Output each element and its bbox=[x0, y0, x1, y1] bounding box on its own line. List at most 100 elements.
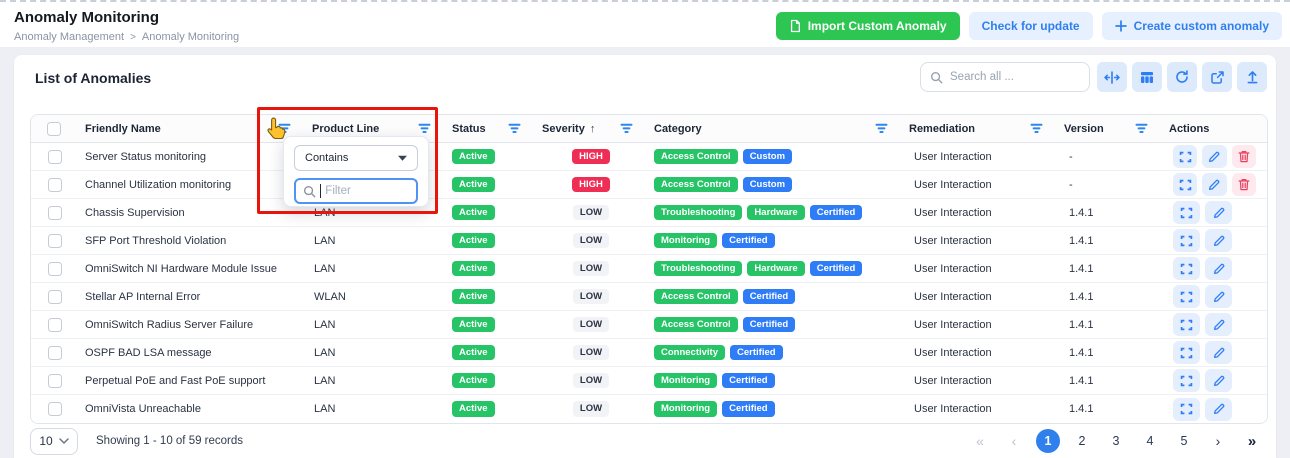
first-page-button[interactable]: « bbox=[976, 433, 984, 449]
page-button-4[interactable]: 4 bbox=[1146, 434, 1154, 448]
row-checkbox[interactable] bbox=[48, 261, 62, 276]
row-checkbox-cell bbox=[31, 227, 77, 254]
filter-icon[interactable] bbox=[1135, 123, 1148, 134]
edit-button[interactable] bbox=[1205, 229, 1232, 252]
severity-badge: LOW bbox=[572, 288, 610, 305]
expand-icon bbox=[1180, 235, 1193, 247]
expand-button[interactable] bbox=[1173, 145, 1198, 168]
page-size-select[interactable]: 10 bbox=[30, 427, 78, 455]
expand-button[interactable] bbox=[1173, 201, 1200, 224]
category-tag: Certified bbox=[722, 401, 775, 417]
table-row: Perpetual PoE and Fast PoE support LAN Act… bbox=[31, 367, 1267, 395]
filter-icon[interactable] bbox=[278, 123, 291, 134]
expand-button[interactable] bbox=[1173, 257, 1200, 280]
product-line-cell: LAN bbox=[314, 346, 336, 359]
actions-cell bbox=[1161, 171, 1267, 198]
expand-button[interactable] bbox=[1173, 229, 1200, 252]
create-custom-anomaly-button[interactable]: Create custom anomaly bbox=[1101, 12, 1282, 40]
expand-button[interactable] bbox=[1173, 397, 1200, 421]
edit-button[interactable] bbox=[1202, 145, 1227, 168]
select-all-checkbox[interactable] bbox=[47, 121, 61, 136]
actions-cell bbox=[1161, 283, 1267, 310]
records-summary: Showing 1 - 10 of 59 records bbox=[96, 435, 244, 447]
edit-button[interactable] bbox=[1205, 201, 1232, 224]
delete-button[interactable] bbox=[1231, 173, 1256, 196]
row-checkbox[interactable] bbox=[48, 205, 62, 220]
column-header-friendly-name: Friendly Name bbox=[77, 115, 304, 142]
category-cell: Troubleshooting Hardware Certified bbox=[646, 255, 901, 282]
expand-button[interactable] bbox=[1173, 369, 1200, 392]
edit-button[interactable] bbox=[1205, 257, 1232, 280]
edit-button[interactable] bbox=[1205, 313, 1232, 336]
page-button-2[interactable]: 2 bbox=[1078, 434, 1086, 448]
delete-button[interactable] bbox=[1231, 145, 1256, 168]
filter-icon[interactable] bbox=[875, 123, 888, 134]
row-checkbox[interactable] bbox=[48, 345, 62, 360]
plus-icon bbox=[1114, 20, 1127, 32]
column-resize-button[interactable] bbox=[1097, 62, 1127, 92]
expand-icon bbox=[1180, 207, 1193, 219]
filter-value-field[interactable]: Filter bbox=[294, 178, 418, 204]
row-checkbox[interactable] bbox=[48, 177, 62, 192]
check-for-update-button[interactable]: Check for update bbox=[968, 12, 1093, 40]
row-checkbox[interactable] bbox=[48, 233, 62, 248]
last-page-button[interactable]: » bbox=[1247, 432, 1257, 450]
row-checkbox[interactable] bbox=[48, 373, 62, 388]
edit-button[interactable] bbox=[1205, 369, 1232, 392]
table-row: Server Status monitoring Active HIGH Access… bbox=[31, 143, 1267, 171]
category-tag: Troubleshooting bbox=[654, 260, 743, 277]
column-header-actions: Actions bbox=[1161, 115, 1267, 142]
category-cell: Monitoring Certified bbox=[646, 367, 901, 394]
edit-icon bbox=[1208, 151, 1220, 163]
friendly-name-cell: Stellar AP Internal Error bbox=[85, 290, 201, 303]
table-row: SFP Port Threshold Violation LAN Active LOW… bbox=[31, 227, 1267, 255]
breadcrumb-link-anomaly-management[interactable]: Anomaly Management bbox=[14, 31, 125, 43]
category-tag: Access Control bbox=[654, 148, 738, 165]
breadcrumb-separator: > bbox=[130, 31, 136, 43]
severity-badge: HIGH bbox=[572, 148, 610, 165]
filter-icon[interactable] bbox=[620, 123, 633, 134]
expand-button[interactable] bbox=[1173, 285, 1200, 308]
expand-button[interactable] bbox=[1173, 313, 1200, 336]
friendly-name-cell: OmniVista Unreachable bbox=[85, 403, 201, 415]
card-title: List of Anomalies bbox=[35, 70, 152, 86]
filter-icon[interactable] bbox=[418, 123, 431, 134]
filter-icon[interactable] bbox=[1030, 123, 1043, 134]
status-badge: Active bbox=[452, 204, 495, 221]
edit-button[interactable] bbox=[1205, 397, 1232, 421]
row-checkbox[interactable] bbox=[48, 402, 62, 416]
page-button-3[interactable]: 3 bbox=[1112, 434, 1120, 448]
version-cell: 1.4.1 bbox=[1069, 262, 1094, 275]
edit-button[interactable] bbox=[1205, 285, 1232, 308]
expand-button[interactable] bbox=[1173, 173, 1198, 196]
edit-button[interactable] bbox=[1205, 341, 1232, 364]
row-checkbox[interactable] bbox=[48, 149, 62, 164]
table-columns-button[interactable] bbox=[1132, 62, 1162, 92]
row-checkbox[interactable] bbox=[48, 317, 62, 332]
category-tag: Troubleshooting bbox=[654, 204, 743, 221]
filter-icon[interactable] bbox=[508, 123, 521, 134]
remediation-cell: User Interaction bbox=[914, 262, 992, 275]
category-tag: Monitoring bbox=[654, 232, 718, 249]
import-custom-anomaly-button[interactable]: Import Custom Anomaly bbox=[775, 12, 960, 40]
edit-icon bbox=[1213, 263, 1225, 275]
expand-button[interactable] bbox=[1173, 341, 1200, 364]
page-button-1[interactable]: 1 bbox=[1036, 429, 1060, 453]
status-cell: Active bbox=[444, 339, 534, 366]
search-input[interactable] bbox=[950, 71, 1080, 83]
open-external-button[interactable] bbox=[1202, 62, 1232, 92]
refresh-button[interactable] bbox=[1167, 62, 1197, 92]
next-page-button[interactable]: › bbox=[1215, 433, 1221, 449]
column-header-product-line: Product Line bbox=[304, 115, 444, 142]
breadcrumb: Anomaly Management > Anomaly Monitoring bbox=[14, 31, 239, 43]
page-button-5[interactable]: 5 bbox=[1180, 434, 1188, 448]
severity-badge: LOW bbox=[572, 401, 610, 417]
status-badge: Active bbox=[452, 176, 495, 193]
filter-operator-select[interactable]: Contains bbox=[294, 145, 418, 171]
sort-asc-icon[interactable]: ↑ bbox=[589, 122, 596, 135]
previous-page-button[interactable]: ‹ bbox=[1011, 433, 1017, 449]
upload-button[interactable] bbox=[1237, 62, 1267, 92]
severity-badge: HIGH bbox=[572, 176, 610, 193]
row-checkbox[interactable] bbox=[48, 289, 62, 304]
edit-button[interactable] bbox=[1202, 173, 1227, 196]
